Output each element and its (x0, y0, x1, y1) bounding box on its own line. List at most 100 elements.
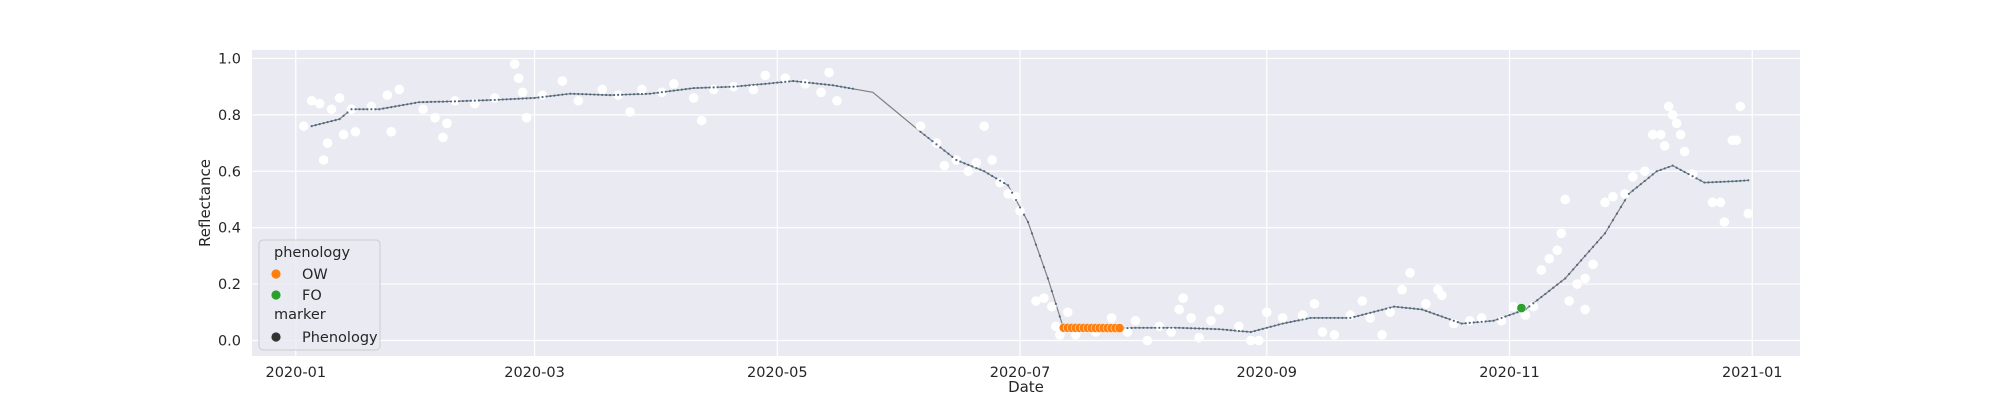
fitted-point (521, 97, 524, 100)
raw-point (1031, 296, 1041, 306)
fitted-point (1675, 166, 1678, 169)
fitted-point (1687, 172, 1690, 176)
fitted-point (632, 93, 636, 96)
fitted-point (704, 86, 707, 89)
fitted-point (433, 100, 437, 103)
fitted-point (780, 81, 783, 84)
raw-point (1743, 208, 1754, 219)
fitted-point (1595, 241, 1599, 244)
y-tick-label: 0.0 (218, 333, 241, 349)
fitted-point (1213, 327, 1217, 331)
fitted-point (624, 93, 628, 96)
fitted-point (398, 104, 401, 107)
fitted-point (1492, 319, 1495, 322)
fitted-point (1540, 295, 1543, 299)
fitted-point (1217, 328, 1221, 331)
fitted-point (1174, 326, 1177, 329)
fitted-point (545, 95, 548, 98)
raw-point (1405, 268, 1415, 278)
raw-point (438, 132, 448, 143)
fitted-point (979, 168, 982, 171)
fitted-point (597, 93, 600, 96)
fitted-point (1389, 306, 1392, 309)
fitted-point (501, 98, 504, 101)
fitted-point (1365, 312, 1368, 315)
grid-lines (252, 50, 1800, 356)
fitted-point (382, 107, 385, 110)
raw-point (1464, 315, 1475, 326)
raw-point (1679, 146, 1690, 157)
fitted-point (955, 158, 958, 162)
fitted-point (326, 121, 329, 124)
fitted-point (469, 99, 472, 102)
fitted-point (983, 170, 986, 173)
fitted-point (537, 96, 540, 99)
x-axis-label: Date (1008, 378, 1044, 396)
fitted-point (1353, 315, 1356, 319)
fitted-point (636, 93, 640, 96)
fitted-point (732, 85, 735, 88)
raw-point (688, 93, 699, 103)
raw-point (1552, 245, 1563, 256)
fitted-point (1468, 321, 1471, 324)
fitted-point (1006, 184, 1010, 187)
raw-point (430, 112, 440, 123)
fitted-point (1691, 175, 1694, 178)
fitted-point (609, 94, 612, 97)
fitted-point (1460, 322, 1463, 325)
raw-point (979, 121, 990, 131)
fitted-point (672, 89, 675, 92)
fitted-point (1198, 327, 1201, 330)
fitted-point (1707, 181, 1710, 184)
fitted-point (1584, 254, 1587, 257)
raw-point (1675, 129, 1686, 140)
fitted-point (1277, 323, 1280, 326)
x-axis-ticks: 2020-01 2020-03 2020-05 2020-07 2020-09 2020-… (265, 365, 1782, 381)
fitted-point (362, 108, 365, 111)
fitted-point (995, 177, 998, 180)
fitted-point (712, 86, 715, 89)
fitted-point (1333, 316, 1336, 320)
raw-point (1385, 307, 1395, 318)
fitted-point (1731, 180, 1734, 183)
fitted-point (1412, 307, 1416, 310)
fitted-point (835, 84, 839, 88)
fitted-point (1735, 180, 1738, 183)
fitted-point (1026, 220, 1030, 224)
fitted-point (1440, 315, 1443, 318)
fitted-point (800, 80, 803, 83)
fitted-point (418, 101, 421, 104)
raw-point (314, 98, 325, 109)
raw-point (1715, 197, 1726, 208)
raw-point (1580, 304, 1590, 315)
raw-point (318, 155, 329, 165)
fitted-point (1325, 316, 1328, 320)
fitted-point (1631, 189, 1634, 192)
fitted-point (1536, 299, 1539, 302)
fitted-point (1289, 320, 1292, 324)
fitted-point (485, 99, 488, 102)
fitted-point (366, 108, 369, 111)
raw-point (322, 138, 333, 148)
fitted-point (1265, 326, 1268, 329)
fitted-point (517, 97, 520, 100)
fitted-point (1512, 312, 1515, 315)
fitted-point (1695, 177, 1698, 180)
fitted-point (1329, 316, 1332, 320)
fitted-point (620, 93, 624, 96)
raw-point (1544, 253, 1555, 264)
fitted-point (1018, 206, 1022, 209)
fitted-point (1452, 319, 1455, 322)
fitted-point (724, 85, 727, 89)
fitted-point (736, 85, 739, 88)
fitted-point (1568, 272, 1571, 276)
raw-point (832, 95, 842, 106)
fitted-point (1456, 321, 1459, 324)
fitted-point (1552, 286, 1555, 289)
raw-point (1214, 304, 1224, 315)
raw-point (1735, 101, 1746, 112)
fitted-point (1639, 183, 1642, 186)
raw-point (1365, 313, 1376, 323)
raw-point (1671, 118, 1682, 129)
